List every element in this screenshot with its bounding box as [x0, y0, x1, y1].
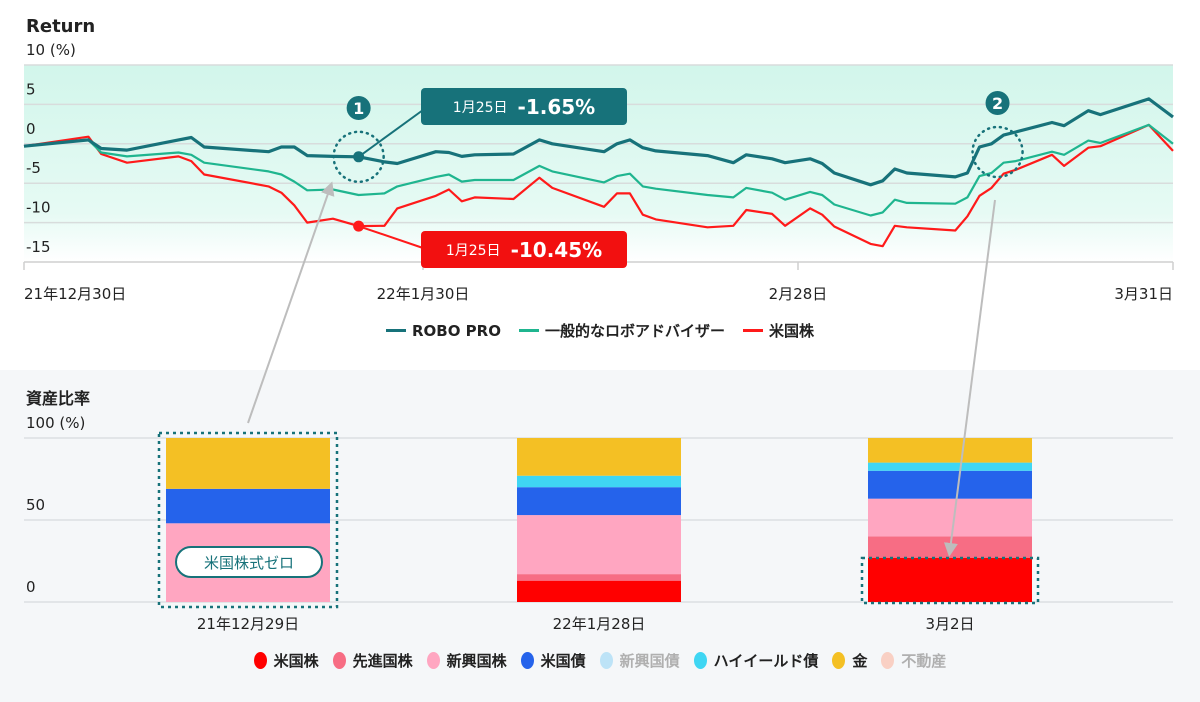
- legend-item: 新興国株: [426, 650, 507, 671]
- legend-swatch: [693, 652, 707, 669]
- bar-segment: [517, 438, 681, 476]
- highlight-circle-2: [971, 125, 1024, 179]
- x-tick-label: 3月31日: [1114, 285, 1173, 303]
- legend-swatch: [832, 652, 846, 669]
- x-tick-label: 22年1月30日: [377, 285, 470, 303]
- marker-badge-1: [346, 96, 371, 120]
- legend-swatch: [743, 329, 763, 332]
- marker-badge-2: [985, 91, 1010, 115]
- arrow-1: [247, 181, 335, 424]
- legend-item: 米国株: [743, 320, 814, 341]
- robo-pro-callout: 1月25日 -1.65%: [421, 88, 627, 125]
- y-tick-label: -15: [26, 238, 51, 256]
- highlight-circle-1: [332, 130, 385, 184]
- bar-segment: [517, 475, 681, 488]
- us-callout-leader: [358, 225, 424, 249]
- bar-category-label: 21年12月29日: [197, 615, 299, 633]
- legend-swatch: [599, 652, 613, 669]
- marker-badge-1-label: 1: [353, 99, 364, 118]
- y-tick-label: 10 (%): [26, 41, 76, 59]
- legend-label: 米国債: [540, 652, 586, 670]
- y-tick-label: -5: [26, 159, 41, 177]
- us-stock-callout: 1月25日 -10.45%: [421, 231, 627, 268]
- highlight-box-bar-3: [860, 556, 1040, 605]
- robo-callout-value: -1.65%: [517, 94, 596, 119]
- legend-swatch: [426, 652, 440, 669]
- bar-segment: [517, 574, 681, 581]
- return-legend: ROBO PRO 一般的なロボアドバイザー 米国株: [0, 320, 1200, 341]
- legend-item: 先進国株: [332, 650, 413, 671]
- legend-label: 金: [852, 652, 868, 670]
- return-title: Return: [26, 16, 95, 37]
- bar-y-tick-label: 100 (%): [26, 414, 85, 432]
- bar-segment: [868, 470, 1032, 499]
- us-stock-zero-label: 米国株式ゼロ: [175, 546, 323, 578]
- legend-swatch: [881, 652, 895, 669]
- robo-callout-date: 1月25日: [452, 99, 508, 116]
- legend-item: 新興国債: [599, 650, 680, 671]
- legend-label: 一般的なロボアドバイザー: [544, 322, 725, 340]
- legend-item: 米国債: [520, 650, 586, 671]
- bar-segment: [868, 438, 1032, 463]
- legend-label: ROBO PRO: [411, 321, 501, 340]
- allocation-legend: 米国株 先進国株 新興国株 米国債 新興国債 ハイイールド債 金 不動産: [0, 650, 1200, 671]
- robo-point-marker: [353, 151, 365, 163]
- y-tick-label: 0: [26, 120, 36, 138]
- y-tick-label: 5: [26, 80, 36, 98]
- legend-label: 先進国株: [352, 652, 413, 670]
- x-tick-label: 2月28日: [769, 285, 828, 303]
- x-tick-label: 21年12月30日: [24, 285, 126, 303]
- bar-segment: [517, 580, 681, 602]
- legend-label: 新興国株: [446, 652, 507, 670]
- bar-segment: [166, 488, 330, 524]
- legend-item: 金: [832, 650, 867, 671]
- legend-item: 不動産: [881, 650, 946, 671]
- legend-swatch: [520, 652, 534, 669]
- bar-y-tick-label: 0: [26, 578, 36, 596]
- legend-item: ROBO PRO: [385, 321, 501, 340]
- legend-item: 一般的なロボアドバイザー: [518, 320, 725, 341]
- arrow-2: [943, 199, 996, 557]
- bar-category-label: 3月2日: [925, 615, 974, 633]
- bar-segment: [517, 515, 681, 575]
- us-point-marker: [353, 220, 365, 232]
- us-callout-value: -10.45%: [510, 237, 603, 262]
- legend-item: 米国株: [253, 650, 319, 671]
- y-tick-label: -10: [26, 199, 51, 217]
- bar-segment: [868, 557, 1032, 602]
- bar-segment: [868, 462, 1032, 471]
- legend-label: 米国株: [273, 652, 319, 670]
- highlight-box-bar-1: [157, 431, 339, 609]
- legend-label: 新興国債: [619, 652, 680, 670]
- series-line-robo-pro: [23, 97, 1174, 187]
- bar-category-label: 22年1月28日: [553, 615, 646, 633]
- legend-swatch: [385, 329, 406, 332]
- legend-swatch: [253, 652, 267, 669]
- bar-segment: [868, 498, 1032, 537]
- bar-segment: [166, 438, 330, 489]
- bar-segment: [517, 487, 681, 516]
- series-line-us-stock: [23, 123, 1174, 248]
- marker-badge-2-label: 2: [992, 94, 1003, 113]
- legend-label: 米国株: [769, 322, 815, 340]
- bar-y-tick-label: 50: [26, 496, 45, 514]
- legend-item: ハイイールド債: [693, 650, 819, 671]
- allocation-title: 資産比率: [26, 389, 90, 408]
- robo-callout-leader: [358, 109, 424, 158]
- legend-swatch: [518, 329, 539, 332]
- us-callout-date: 1月25日: [445, 242, 501, 259]
- legend-label: 不動産: [901, 652, 947, 670]
- legend-label: ハイイールド債: [713, 652, 819, 670]
- legend-swatch: [332, 652, 346, 669]
